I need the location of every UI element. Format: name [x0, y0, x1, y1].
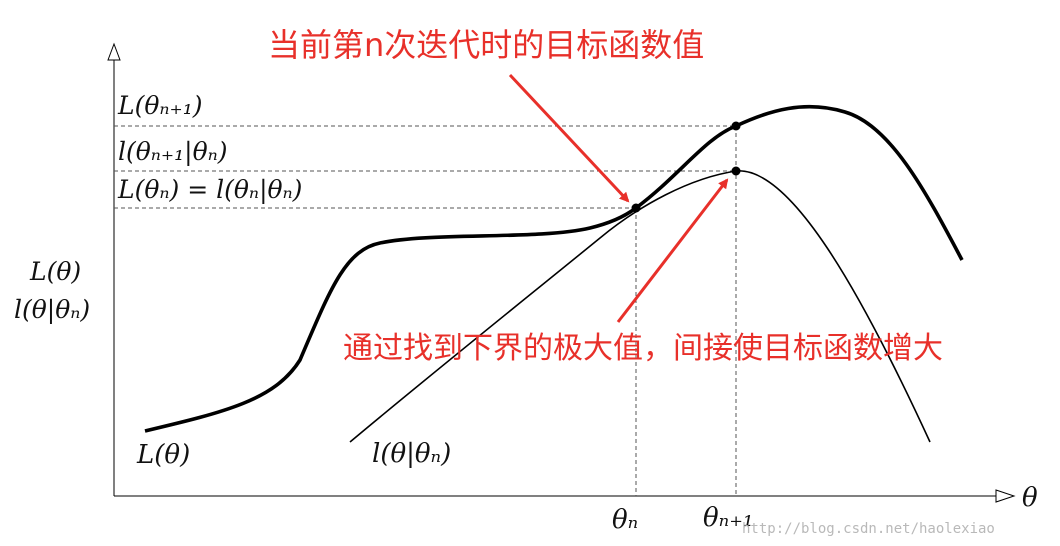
- curve-label-lower-bound: l(θ|θₙ): [372, 439, 451, 469]
- label-L-equal: L(θₙ) = l(θₙ|θₙ): [117, 175, 302, 205]
- y-axis-label-1: L(θ): [29, 257, 81, 286]
- label-l-next: l(θₙ₊₁|θₙ): [118, 137, 228, 167]
- arrow-lower-bound-max: [616, 178, 729, 323]
- x-axis-label: θ: [1022, 483, 1038, 513]
- annotation-middle: 通过找到下界的极大值，间接使目标函数增大: [343, 331, 943, 366]
- curve-label-objective: L(θ): [136, 440, 190, 470]
- tick-theta-n: θₙ: [612, 505, 638, 535]
- point-theta-n: [631, 203, 641, 213]
- point-L-next: [731, 121, 741, 131]
- curve-lower-bound: [349, 170, 931, 443]
- x-axis-arrow: [995, 489, 1016, 503]
- arrow-current-value: [508, 73, 630, 203]
- y-axis-arrow: [107, 42, 121, 61]
- tick-theta-n1: θₙ₊₁: [703, 503, 753, 533]
- point-l-next: [731, 166, 741, 176]
- curve-objective: [144, 104, 964, 433]
- watermark: http://blog.csdn.net/haolexiao: [742, 521, 995, 537]
- annotation-top: 当前第n次迭代时的目标函数值: [268, 26, 704, 64]
- y-axis-label-2: l(θ|θₙ): [14, 295, 90, 325]
- label-L-next: L(θₙ₊₁): [117, 91, 203, 120]
